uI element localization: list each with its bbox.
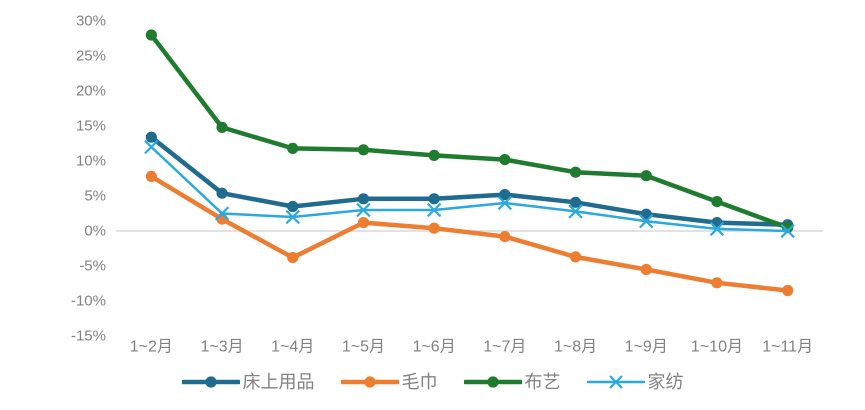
x-marker-icon: [568, 204, 583, 219]
x-marker-icon: [639, 214, 654, 229]
circle-marker-icon: [499, 231, 511, 243]
legend-item-2: 布艺: [463, 372, 561, 392]
circle-marker-icon: [216, 121, 228, 133]
series-line-2: [149, 32, 790, 230]
y-axis-tick-label: 20%: [76, 83, 106, 100]
circle-marker-icon: [428, 222, 440, 234]
circle-marker-icon: [569, 251, 582, 263]
legend-line-marker-icon: [181, 376, 240, 388]
x-marker-icon: [426, 202, 442, 218]
circle-marker-icon: [569, 196, 582, 208]
circle-marker-icon: [216, 213, 228, 225]
x-axis-tick-label: 1~10月: [691, 339, 743, 356]
circle-marker-icon: [287, 142, 299, 154]
circle-marker-icon: [782, 284, 794, 297]
legend-line-marker-icon: [463, 376, 522, 388]
circle-marker-icon: [216, 187, 228, 199]
series-line-0: [149, 134, 790, 227]
circle-marker-icon: [287, 200, 299, 213]
x-axis-tick-label: 1~11月: [762, 339, 813, 356]
x-axis-tick-label: 1~4月: [271, 339, 314, 356]
legend-label: 布艺: [524, 372, 561, 392]
circle-marker-icon: [499, 154, 511, 166]
circle-marker-icon: [569, 166, 582, 178]
x-axis-tick-label: 1~9月: [625, 339, 668, 356]
y-axis-tick-label: 10%: [76, 153, 106, 170]
x-axis-tick-label: 1~7月: [483, 339, 526, 356]
y-axis-tick-label: 5%: [84, 188, 106, 205]
circle-marker-icon: [499, 189, 511, 201]
y-axis-tick-label: 15%: [76, 118, 106, 135]
x-marker-icon: [144, 139, 159, 155]
x-axis-tick-label: 1~2月: [130, 339, 173, 356]
x-axis-tick-label: 1~3月: [200, 339, 243, 356]
x-axis-tick-label: 1~5月: [342, 339, 385, 356]
y-axis-tick-label: -10%: [71, 293, 106, 310]
series-line-1: [149, 174, 790, 293]
x-axis-tick-label: 1~8月: [554, 339, 597, 356]
circle-marker-icon: [640, 170, 652, 182]
legend-item-3: 家纺: [586, 372, 684, 392]
y-axis-tick-label: -5%: [79, 258, 106, 275]
y-axis-tick-label: -15%: [71, 328, 106, 345]
circle-marker-icon: [145, 170, 157, 182]
y-axis-tick-label: 30%: [76, 13, 106, 30]
series-line-3: [150, 145, 789, 233]
circle-marker-icon: [711, 277, 723, 289]
x-marker-icon: [709, 221, 725, 237]
x-marker-icon: [497, 195, 513, 211]
legend-label: 家纺: [647, 372, 684, 392]
legend-line-marker-icon: [340, 376, 399, 388]
legend-item-1: 毛巾: [340, 372, 438, 392]
circle-marker-icon: [357, 144, 370, 156]
circle-marker-icon: [145, 131, 157, 143]
circle-marker-icon: [428, 193, 440, 205]
chart-legend: 床上用品 毛巾 布艺 家纺: [0, 368, 865, 396]
legend-x-marker-icon: [586, 375, 645, 389]
x-marker-icon: [214, 206, 230, 221]
circle-marker-icon: [145, 29, 157, 41]
circle-marker-icon: [287, 252, 299, 264]
x-marker-icon: [356, 202, 371, 218]
circle-marker-icon: [428, 149, 440, 161]
circle-marker-icon: [357, 193, 370, 205]
x-axis-tick-label: 1~6月: [413, 339, 456, 356]
legend-item-0: 床上用品: [181, 372, 315, 392]
legend-label: 床上用品: [242, 372, 315, 392]
x-marker-icon: [780, 223, 795, 239]
circle-marker-icon: [357, 217, 370, 229]
circle-marker-icon: [711, 196, 723, 208]
x-marker-icon: [285, 209, 300, 225]
y-axis-tick-label: 0%: [84, 223, 106, 240]
y-axis-tick-label: 25%: [76, 48, 106, 65]
circle-marker-icon: [640, 263, 652, 276]
legend-label: 毛巾: [401, 372, 438, 392]
